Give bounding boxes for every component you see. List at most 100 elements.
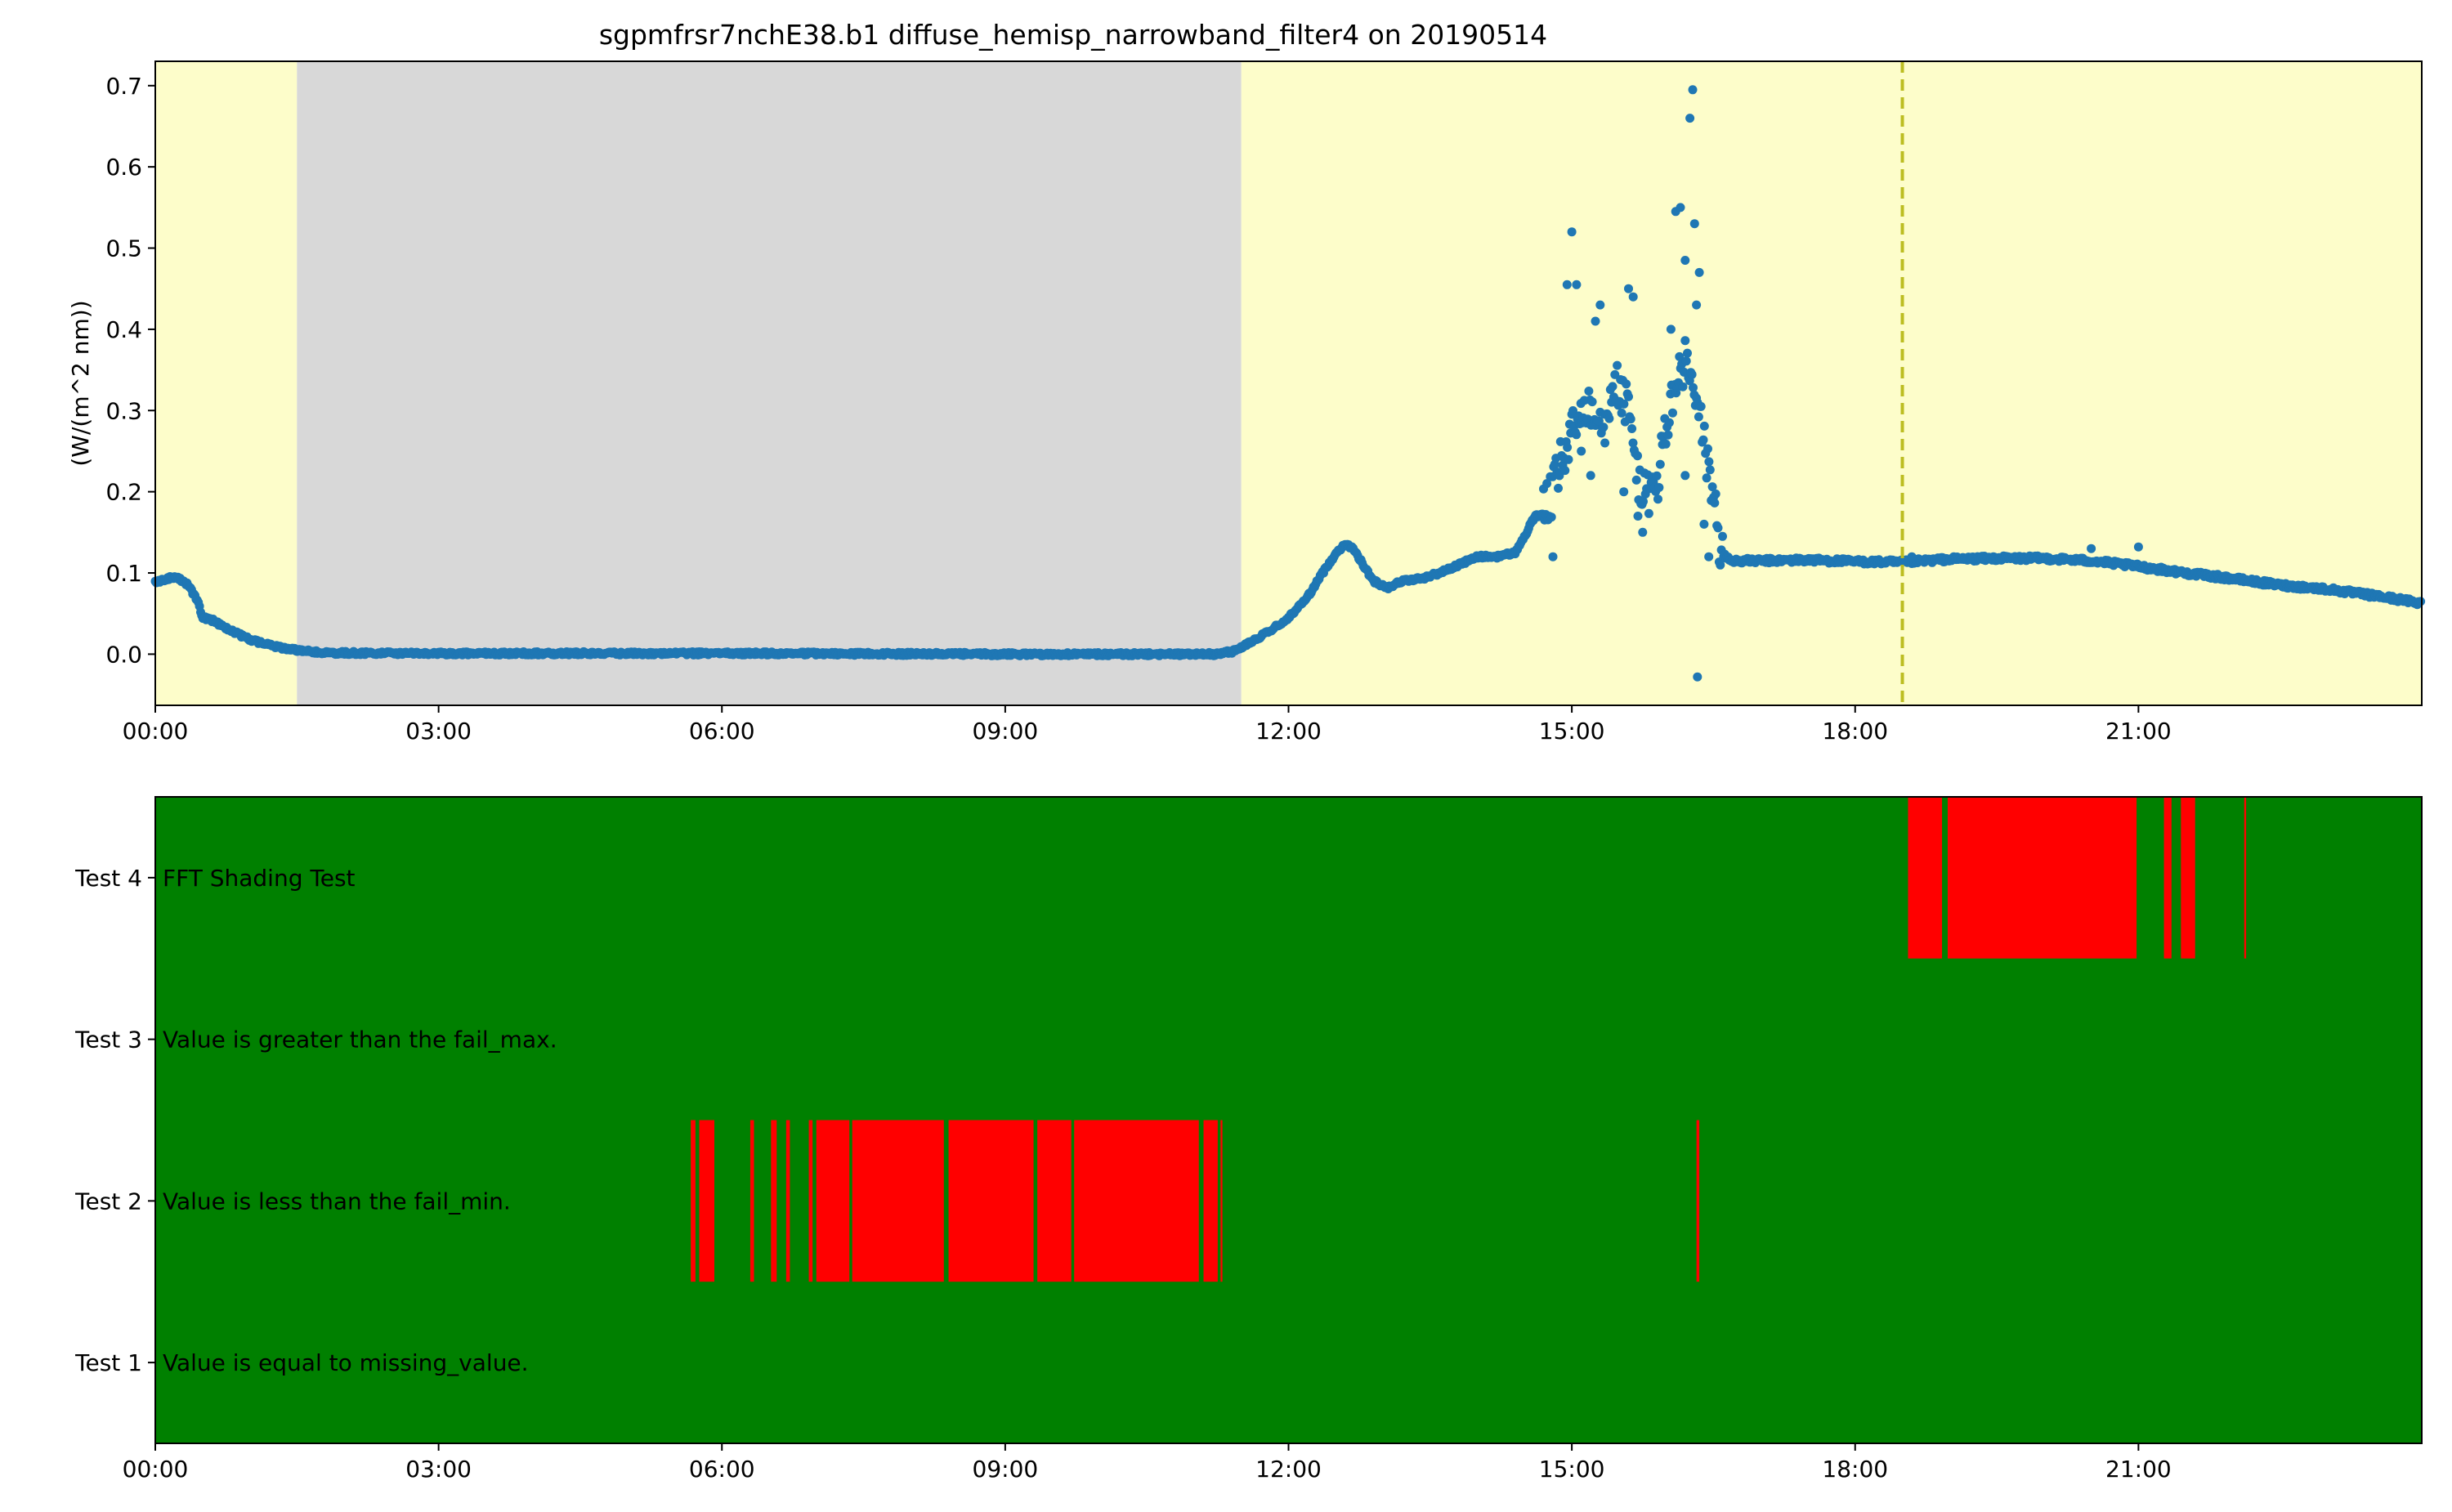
data-point <box>1639 497 1648 507</box>
data-point <box>1627 424 1637 433</box>
data-point <box>1713 523 1723 533</box>
x-tick-label: 06:00 <box>689 718 755 745</box>
data-point <box>1599 423 1609 432</box>
data-point <box>1666 324 1676 334</box>
data-point <box>1681 356 1691 366</box>
background-region-0 <box>155 61 298 705</box>
data-point <box>1680 256 1690 265</box>
y-tick-label: 0.5 <box>105 235 142 262</box>
data-point <box>1567 227 1577 237</box>
data-point <box>2087 544 2096 553</box>
qc-fail-interval <box>2163 797 2172 959</box>
data-point <box>1644 508 1653 518</box>
qc-x-tick-label: 09:00 <box>973 1456 1039 1483</box>
data-point <box>1595 300 1605 310</box>
data-point <box>1698 435 1708 445</box>
data-point <box>1626 414 1635 424</box>
data-point <box>1707 482 1717 492</box>
data-point <box>1668 408 1677 418</box>
data-point <box>1654 483 1664 492</box>
data-point <box>1683 348 1692 358</box>
data-point <box>1633 451 1642 461</box>
data-point <box>1907 552 1917 561</box>
qc-fail-interval <box>771 1120 777 1282</box>
data-point <box>1718 531 1727 541</box>
qc-fail-interval <box>1908 797 1943 959</box>
data-point <box>1705 465 1715 475</box>
qc-fail-interval <box>816 1120 850 1282</box>
data-point <box>1577 446 1586 456</box>
qc-row-description: Value is equal to missing_value. <box>163 1349 529 1376</box>
y-axis-label: (W/(m^2 nm)) <box>67 300 94 466</box>
y-tick-label: 0.0 <box>105 641 142 668</box>
data-point <box>1694 412 1703 422</box>
data-point <box>2416 597 2426 606</box>
data-point <box>1564 454 1573 464</box>
qc-fail-interval <box>808 1120 813 1282</box>
top-plot: 00:00 03:00 06:00 09:00 12:00 15:00 18:00 21:00… <box>67 60 2426 745</box>
data-point <box>1554 483 1563 493</box>
qc-fail-interval <box>1037 1120 1072 1282</box>
qc-x-tick-label: 00:00 <box>123 1456 189 1483</box>
qc-fail-interval <box>691 1120 696 1282</box>
data-point <box>1624 391 1633 401</box>
data-point <box>1680 471 1690 481</box>
data-point <box>1699 421 1709 431</box>
data-point <box>1600 438 1610 448</box>
qc-fail-interval <box>749 1120 754 1282</box>
data-point <box>1562 280 1572 289</box>
y-tick-label: 0.1 <box>105 560 142 587</box>
qc-fail-interval <box>2181 797 2195 959</box>
qc-x-axis: 00:00 03:00 06:00 09:00 12:00 15:00 18:00 21:00 <box>123 1443 2172 1483</box>
qc-x-tick-label: 12:00 <box>1255 1456 1322 1483</box>
data-point <box>1604 414 1614 423</box>
data-point <box>1661 439 1671 449</box>
data-point <box>1628 292 1638 302</box>
qc-x-tick-label: 21:00 <box>2105 1456 2172 1483</box>
qc-fail-interval <box>1220 1120 1223 1282</box>
qc-fail-intervals <box>691 797 2247 1282</box>
data-point <box>1542 479 1552 489</box>
x-tick-label: 12:00 <box>1255 718 1322 745</box>
data-point <box>1716 560 1725 570</box>
y-tick-label: 0.6 <box>105 154 142 181</box>
data-point <box>1696 401 1706 411</box>
background-region-2 <box>1241 61 2422 705</box>
data-point <box>1572 430 1582 440</box>
data-point <box>2133 542 2143 552</box>
y-tick-label: 0.4 <box>105 316 142 343</box>
data-point <box>1699 519 1709 529</box>
data-point <box>1689 382 1698 392</box>
data-point <box>1675 351 1685 361</box>
qc-fail-interval <box>852 1120 944 1282</box>
qc-fail-interval <box>699 1120 715 1282</box>
data-point <box>1711 489 1720 499</box>
qc-fail-interval <box>785 1120 790 1282</box>
top-x-axis: 00:00 03:00 06:00 09:00 12:00 15:00 18:00 21:00 <box>123 705 2172 745</box>
qc-fail-interval <box>1947 797 2137 959</box>
data-point <box>1689 219 1699 229</box>
data-point <box>1584 387 1594 396</box>
qc-fail-interval <box>2244 797 2247 959</box>
y-tick-label: 0.3 <box>105 397 142 424</box>
qc-x-tick-label: 18:00 <box>1822 1456 1888 1483</box>
chart-title: sgpmfrsr7nchE38.b1 diffuse_hemisp_narrow… <box>599 19 1547 51</box>
data-point <box>1613 360 1622 370</box>
data-point <box>1664 418 1674 427</box>
qc-x-tick-label: 06:00 <box>689 1456 755 1483</box>
data-point <box>1702 473 1711 483</box>
data-point <box>1704 457 1714 467</box>
qc-row-description: Value is less than the fail_min. <box>163 1188 511 1215</box>
top-y-axis: 0.0 0.1 0.2 0.3 0.4 0.5 0.6 0.7 <box>105 73 155 668</box>
data-point <box>1688 85 1698 95</box>
data-point <box>1692 300 1702 310</box>
data-point <box>1652 471 1662 481</box>
data-point <box>1676 203 1685 212</box>
qc-row-label: Test 3 <box>74 1027 142 1053</box>
qc-x-tick-label: 03:00 <box>405 1456 472 1483</box>
data-point <box>1622 379 1631 389</box>
qc-fail-interval <box>1074 1120 1199 1282</box>
x-tick-label: 21:00 <box>2105 718 2172 745</box>
qc-plot: Test 4 FFT Shading Test Test 3 Value is gre… <box>74 796 2423 1483</box>
data-point <box>1548 552 1558 561</box>
